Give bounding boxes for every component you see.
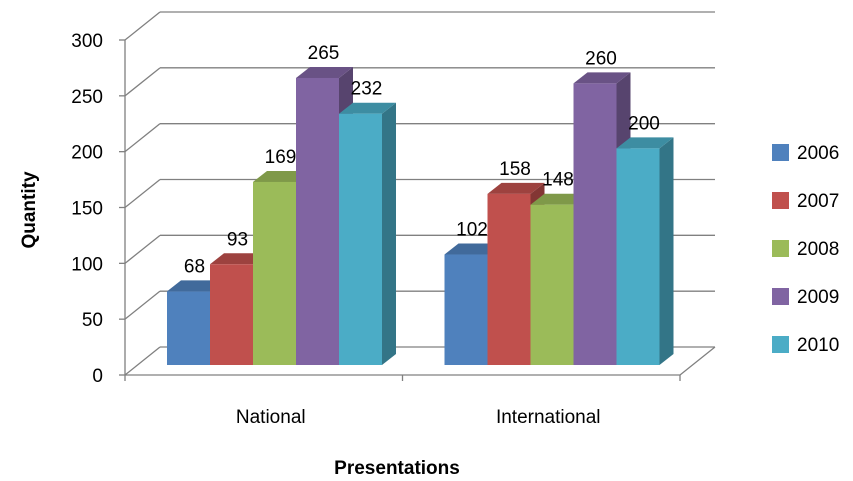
bar-front: [339, 113, 382, 366]
bar-front: [616, 148, 660, 365]
bar-front: [487, 193, 531, 365]
y-tick-label: 0: [92, 366, 103, 387]
x-axis-title: Presentations: [334, 458, 460, 479]
y-tick-label: 250: [71, 87, 103, 108]
gridline-diagonal: [124, 123, 161, 153]
bar-top: [444, 243, 502, 255]
bar-front: [167, 291, 210, 365]
data-label: 200: [628, 113, 660, 134]
legend-swatch: [772, 336, 789, 353]
category-label: National: [236, 407, 306, 428]
bar-top: [253, 170, 310, 182]
data-label: 232: [351, 79, 383, 100]
bar-top: [573, 72, 631, 84]
bars: [167, 66, 674, 366]
data-label: 93: [227, 229, 248, 250]
bar-front: [444, 254, 488, 365]
y-tick-label: 50: [82, 310, 103, 331]
bar-top: [210, 253, 267, 265]
bar-side: [382, 102, 396, 366]
gridline-diagonal: [124, 11, 161, 41]
y-tick-label: 300: [71, 31, 103, 52]
data-label: 265: [308, 43, 340, 64]
data-label: 158: [499, 159, 531, 180]
category-label: International: [496, 407, 601, 428]
bar-front: [253, 181, 296, 365]
y-axis-title: Quantity: [19, 171, 40, 248]
legend-label: 2010: [797, 335, 839, 356]
legend-swatch: [772, 288, 789, 305]
bar-top: [339, 102, 396, 114]
legend-swatch: [772, 192, 789, 209]
bar-top: [530, 193, 588, 205]
y-tick-label: 150: [71, 199, 103, 220]
legend-swatch: [772, 240, 789, 257]
legend: 2006 2007 2008 2009 2010: [772, 143, 839, 356]
bar-side: [659, 137, 674, 365]
y-tick-labels: 0 50 100 150 200 250 300: [71, 31, 103, 387]
legend-label: 2007: [797, 191, 839, 212]
bar-2010-National: [339, 102, 396, 366]
legend-swatch: [772, 144, 789, 161]
y-tick-label: 200: [71, 143, 103, 164]
bar-front: [210, 264, 253, 365]
y-tick-label: 100: [71, 254, 103, 275]
bar-2010-International: [616, 137, 674, 365]
bar-top: [487, 182, 545, 194]
axes: [119, 39, 716, 381]
data-label: 169: [265, 147, 297, 168]
data-label: 148: [542, 170, 574, 191]
data-label: 260: [585, 48, 617, 69]
data-label: 102: [456, 220, 488, 241]
legend-label: 2008: [797, 239, 839, 260]
gridline-diagonal: [124, 67, 161, 97]
bar-top: [296, 66, 353, 78]
legend-label: 2006: [797, 143, 839, 164]
bar-front: [296, 77, 339, 366]
category-labels: National International: [236, 407, 601, 428]
bar-top: [616, 137, 674, 149]
bar-top: [167, 280, 224, 292]
gridline-diagonal: [124, 178, 161, 209]
bar-front: [573, 83, 617, 366]
bar-front: [530, 204, 574, 365]
gridline-diagonal: [124, 234, 161, 264]
legend-label: 2009: [797, 287, 839, 308]
data-label: 68: [184, 256, 205, 277]
gridline-diagonal: [124, 346, 161, 376]
gridline-diagonal: [124, 290, 161, 320]
data-labels: 68 93 169 265 232 102 158 148 260 200: [184, 43, 660, 277]
